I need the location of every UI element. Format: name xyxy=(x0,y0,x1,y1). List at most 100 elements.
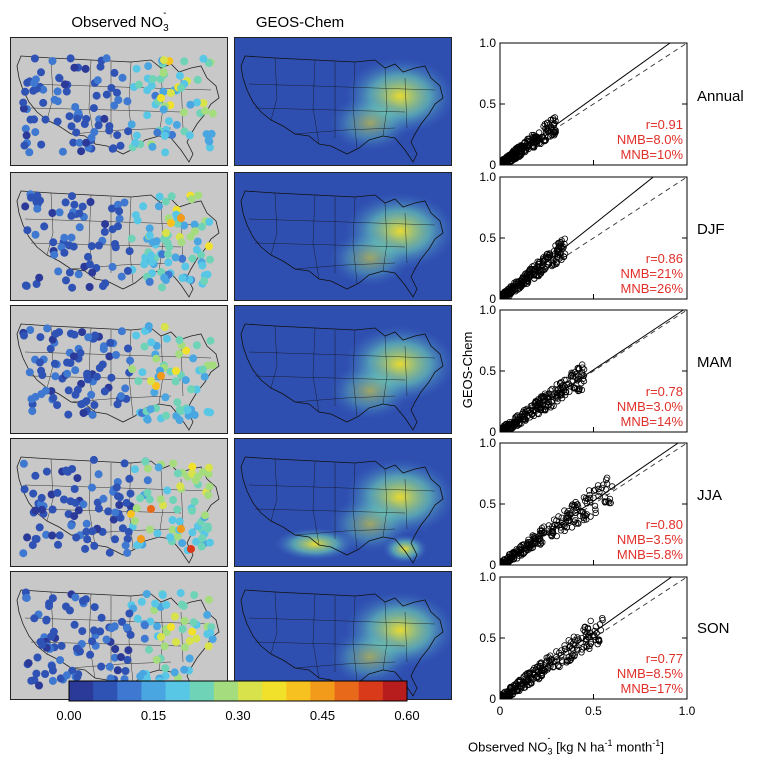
site-dot xyxy=(92,372,101,381)
site-dot xyxy=(29,489,38,498)
model-hotspot xyxy=(330,230,410,286)
site-dot xyxy=(145,525,154,534)
data-point xyxy=(602,476,610,483)
site-dot xyxy=(88,268,97,277)
data-point xyxy=(516,676,523,684)
data-point xyxy=(561,383,569,390)
site-dot xyxy=(111,508,120,517)
site-dot xyxy=(187,195,196,204)
data-point xyxy=(509,152,516,160)
site-dot xyxy=(199,99,208,107)
site-dot xyxy=(35,523,44,532)
site-dot xyxy=(31,471,40,480)
site-dot xyxy=(173,469,182,478)
site-dot xyxy=(61,198,70,207)
site-dot xyxy=(65,112,74,121)
site-dot xyxy=(123,97,132,106)
site-dot xyxy=(198,365,207,374)
colorbar-segment xyxy=(382,681,408,701)
site-dot xyxy=(143,476,152,485)
data-point xyxy=(600,481,607,488)
site-dot xyxy=(47,632,56,641)
site-dot xyxy=(112,483,121,492)
site-dot xyxy=(118,73,127,82)
data-point xyxy=(523,271,531,278)
site-dot xyxy=(148,142,157,151)
data-point xyxy=(558,394,566,402)
site-dot xyxy=(147,377,155,385)
data-point xyxy=(576,385,583,392)
site-dot xyxy=(73,474,82,483)
site-dot xyxy=(117,392,126,401)
model-hotspot xyxy=(275,528,355,560)
data-point xyxy=(575,376,582,383)
site-dot xyxy=(192,537,201,546)
data-point xyxy=(545,402,552,409)
colorbar-segment xyxy=(310,681,336,701)
data-point xyxy=(557,238,564,246)
site-dot xyxy=(26,115,35,124)
data-point xyxy=(557,527,565,534)
site-dot xyxy=(84,333,93,342)
site-dot xyxy=(89,104,98,113)
colorbar-segment xyxy=(69,681,94,701)
y-tick-label: 0.5 xyxy=(479,97,496,111)
site-dot xyxy=(99,282,107,291)
site-dot xyxy=(131,138,140,147)
site-dot xyxy=(87,242,96,251)
colorbar-segment xyxy=(141,681,167,701)
site-dot xyxy=(41,115,50,124)
site-dot xyxy=(159,56,168,65)
site-dot xyxy=(165,117,173,126)
data-point xyxy=(544,122,551,129)
site-dot xyxy=(143,86,152,95)
us-outline xyxy=(240,589,444,697)
data-point xyxy=(558,514,565,521)
xlabel-unit-sup1: -1 xyxy=(604,738,613,748)
site-dot xyxy=(175,71,184,80)
site-dot xyxy=(35,273,44,282)
data-point xyxy=(540,393,548,400)
site-dot xyxy=(131,211,140,220)
data-point xyxy=(545,529,553,536)
site-dot xyxy=(121,384,130,393)
colorbar-frame xyxy=(68,680,408,702)
site-dot xyxy=(48,594,57,603)
data-point xyxy=(517,550,525,557)
site-dot xyxy=(123,655,132,664)
site-dot xyxy=(110,653,119,662)
data-point xyxy=(500,157,505,165)
data-point xyxy=(500,156,506,164)
observed-map-annual xyxy=(10,37,228,166)
data-point xyxy=(509,283,516,290)
data-point xyxy=(500,295,504,299)
site-dot xyxy=(145,645,153,654)
site-dot xyxy=(51,372,60,381)
data-point xyxy=(545,522,552,529)
site-dot xyxy=(141,457,150,466)
data-point xyxy=(511,279,518,286)
site-dot xyxy=(118,617,126,626)
site-dot xyxy=(159,68,168,77)
state-boundary xyxy=(352,196,358,284)
site-dot xyxy=(20,141,29,150)
data-point xyxy=(579,375,587,382)
site-dot xyxy=(37,68,45,77)
data-point xyxy=(587,513,594,520)
data-point xyxy=(500,425,506,432)
data-point xyxy=(533,138,540,146)
site-dot xyxy=(142,590,151,598)
data-point xyxy=(535,396,542,403)
site-dot xyxy=(115,214,124,223)
site-dot xyxy=(197,222,206,231)
site-dot xyxy=(205,217,214,226)
colorbar-tick-label: 0.00 xyxy=(56,708,82,723)
site-dot xyxy=(152,354,161,363)
data-point xyxy=(527,402,535,410)
data-point xyxy=(545,398,552,406)
site-dot xyxy=(56,656,65,665)
data-point xyxy=(574,646,581,654)
site-dot xyxy=(173,398,182,407)
model-hotspot xyxy=(330,363,410,419)
